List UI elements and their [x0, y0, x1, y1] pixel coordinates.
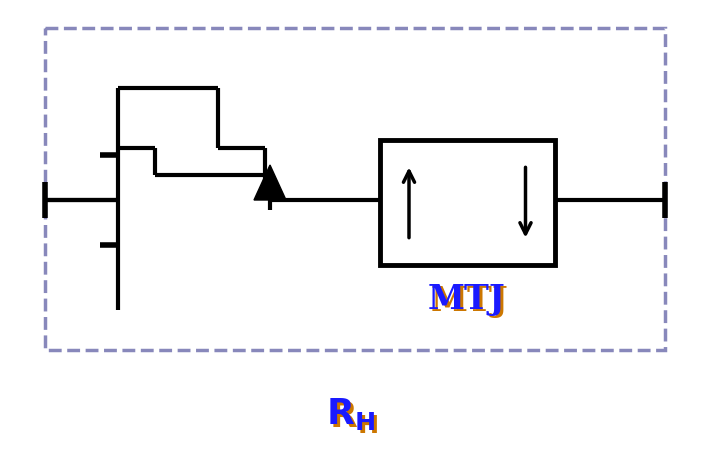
Bar: [45, 28, 665, 350]
Text: MTJ: MTJ: [431, 286, 508, 318]
Polygon shape: [254, 165, 286, 200]
Text: MTJ: MTJ: [427, 282, 505, 315]
Text: $\mathbf{R_H}$: $\mathbf{R_H}$: [327, 396, 375, 432]
Text: $\mathbf{R_H}$: $\mathbf{R_H}$: [329, 399, 379, 435]
Bar: [380, 140, 555, 265]
